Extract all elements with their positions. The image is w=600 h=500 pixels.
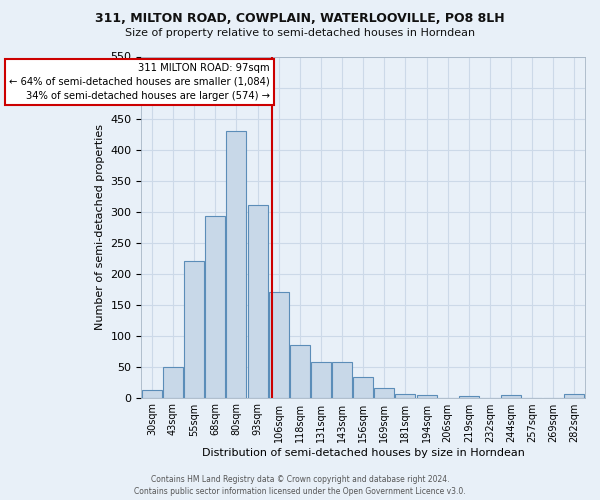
Bar (142, 390, 162, 398)
Bar (248, 206, 268, 398)
Text: Size of property relative to semi-detached houses in Horndean: Size of property relative to semi-detach… (125, 28, 475, 38)
Bar (184, 261, 204, 398)
Bar (163, 367, 183, 398)
Bar (290, 346, 310, 398)
Bar (226, 131, 247, 398)
Bar (459, 396, 479, 398)
Bar (332, 362, 352, 398)
Bar (205, 216, 226, 398)
Bar (416, 395, 437, 398)
Bar (374, 388, 394, 398)
Bar (311, 362, 331, 398)
Bar (269, 292, 289, 398)
Bar (395, 394, 415, 398)
Bar (353, 377, 373, 398)
X-axis label: Distribution of semi-detached houses by size in Horndean: Distribution of semi-detached houses by … (202, 448, 524, 458)
Y-axis label: Number of semi-detached properties: Number of semi-detached properties (95, 124, 105, 330)
Bar (565, 394, 584, 398)
Text: 311 MILTON ROAD: 97sqm
← 64% of semi-detached houses are smaller (1,084)
34% of : 311 MILTON ROAD: 97sqm ← 64% of semi-det… (9, 62, 269, 100)
Text: 311, MILTON ROAD, COWPLAIN, WATERLOOVILLE, PO8 8LH: 311, MILTON ROAD, COWPLAIN, WATERLOOVILL… (95, 12, 505, 26)
Text: Contains HM Land Registry data © Crown copyright and database right 2024.
Contai: Contains HM Land Registry data © Crown c… (134, 475, 466, 496)
Bar (501, 395, 521, 398)
